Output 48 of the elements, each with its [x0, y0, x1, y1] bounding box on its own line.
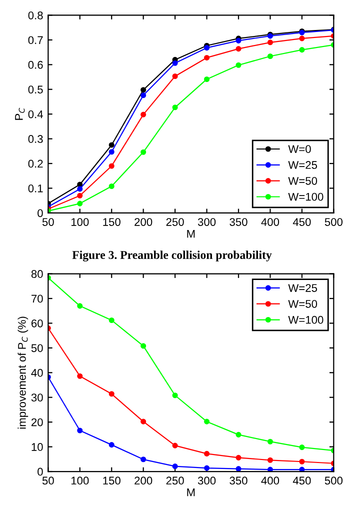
x-tick-label: 450 [292, 476, 311, 485]
y-tick-label: 0.3 [28, 135, 43, 143]
y-tick-label: 0 [38, 209, 43, 218]
x-tick-label: 200 [134, 218, 152, 226]
y-tick-label: 20 [32, 418, 43, 426]
legend-label: W=50 [288, 176, 318, 185]
y-tick-label: 0.1 [28, 184, 43, 192]
y-tick-label: 30 [31, 394, 43, 402]
x-tick-label: 450 [292, 218, 311, 226]
x-tick-label: 100 [71, 218, 89, 226]
x-tick-label: 350 [230, 218, 248, 226]
x-tick-label: 200 [134, 476, 152, 485]
x-tick-label: 300 [198, 476, 216, 485]
y-axis-title: P$_{C}$ [15, 108, 25, 120]
legend-label: W=100 [288, 192, 324, 201]
y-tick-label: 0.8 [28, 11, 43, 20]
x-tick-label: 150 [103, 476, 120, 485]
legend-label: W=100 [288, 316, 324, 324]
y-tick-label: 50 [31, 344, 43, 352]
y-tick-label: 0.6 [28, 60, 43, 69]
caption: Figure 3. Preamble collision probability [72, 250, 272, 262]
y-tick-label: 0.5 [28, 86, 43, 94]
x-tick-label: 250 [166, 218, 184, 226]
y-tick-label: 60 [32, 319, 43, 328]
x-axis-title: M [187, 488, 195, 496]
y-tick-label: 40 [31, 368, 43, 377]
y-axis-title: improvement of P$_{C}$ (%) [18, 316, 28, 429]
y-tick-label: 10 [32, 443, 43, 451]
x-tick-label: 250 [166, 476, 184, 485]
y-tick-label: 0.4 [28, 110, 43, 118]
y-tick-label: 0 [38, 468, 43, 476]
x-tick-label: 400 [261, 218, 280, 226]
x-tick-label: 500 [324, 476, 343, 485]
x-tick-label: 150 [103, 218, 120, 226]
y-tick-label: 0.2 [28, 160, 43, 168]
x-tick-label: 350 [230, 476, 248, 485]
y-tick-label: 0.7 [28, 36, 43, 44]
y-tick-label: 80 [31, 270, 43, 278]
legend-label: W=0 [288, 145, 311, 154]
x-tick-label: 100 [71, 476, 89, 485]
legend-label: W=25 [288, 161, 318, 169]
legend-label: W=25 [288, 284, 318, 292]
legend-label: W=50 [288, 300, 318, 308]
x-tick-label: 400 [261, 476, 280, 485]
x-axis-title: M [187, 230, 195, 238]
x-tick-label: 300 [198, 218, 216, 226]
y-tick-label: 70 [32, 294, 43, 303]
x-tick-label: 500 [324, 218, 343, 226]
